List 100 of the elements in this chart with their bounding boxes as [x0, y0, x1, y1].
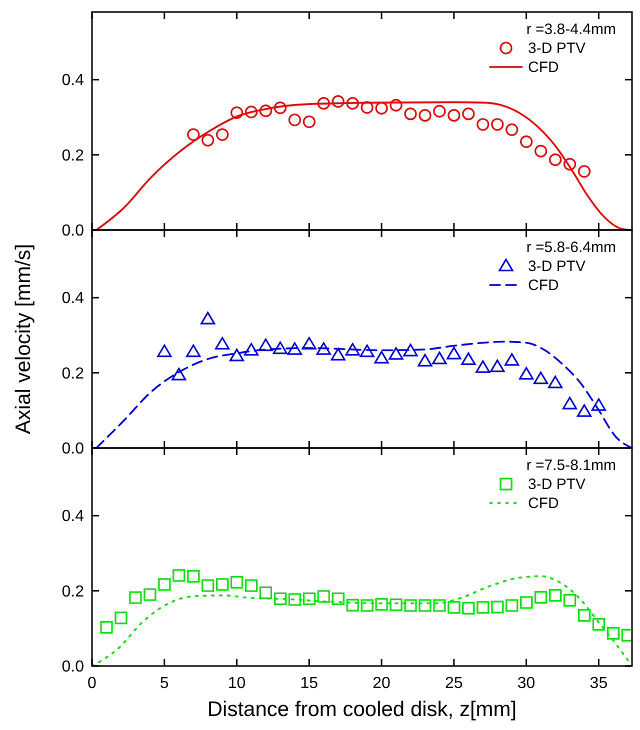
legend-title: r =3.8-4.4mm	[526, 21, 616, 38]
point	[346, 598, 359, 612]
point	[592, 618, 605, 631]
y-tick-label: 0.4	[62, 290, 84, 308]
point	[360, 101, 374, 114]
x-axis-title: Distance from cooled disk, z[mm]	[207, 698, 517, 721]
point	[214, 336, 230, 350]
point	[144, 588, 156, 601]
point	[476, 601, 490, 614]
point	[433, 599, 446, 612]
point	[432, 352, 447, 364]
point	[332, 95, 344, 108]
point	[100, 620, 113, 634]
point	[448, 601, 460, 614]
point	[200, 312, 216, 324]
x-tick-label: 10	[228, 675, 246, 692]
point	[462, 108, 475, 120]
y-tick-label: 0.2	[62, 583, 84, 600]
point	[316, 342, 331, 355]
point	[578, 165, 591, 178]
y-tick-label: 0.2	[62, 365, 84, 382]
point	[576, 404, 592, 417]
x-tick-label: 30	[517, 675, 536, 692]
point	[287, 342, 302, 355]
point	[491, 600, 504, 614]
point	[317, 590, 330, 603]
point	[375, 598, 388, 611]
point	[504, 353, 520, 366]
point	[433, 104, 446, 118]
point	[506, 599, 518, 612]
point	[533, 372, 548, 384]
point	[418, 599, 432, 612]
point	[548, 589, 562, 602]
y-tick-label: 0.0	[62, 222, 84, 240]
point	[258, 338, 274, 352]
point	[375, 102, 388, 115]
point	[606, 627, 620, 640]
point	[390, 598, 402, 612]
point	[172, 569, 186, 582]
x-tick-label: 5	[160, 675, 169, 692]
point	[418, 109, 432, 122]
point	[244, 342, 259, 356]
x-tick-label: 20	[372, 675, 391, 692]
y-tick-label: 0.0	[62, 440, 84, 458]
point	[404, 599, 417, 612]
point	[346, 97, 359, 110]
point	[288, 593, 301, 606]
x-tick-label: 0	[88, 675, 97, 692]
point	[462, 602, 475, 614]
point	[578, 608, 591, 622]
point	[288, 114, 301, 126]
point	[114, 612, 128, 624]
point	[216, 578, 229, 591]
point	[562, 396, 578, 410]
point	[216, 128, 229, 141]
point	[244, 106, 258, 118]
x-tick-label: 35	[590, 675, 608, 692]
point	[548, 376, 563, 388]
x-tick-label: 25	[445, 675, 463, 692]
point	[202, 579, 214, 592]
legend-title: r =7.5-8.1mm	[526, 457, 616, 474]
point	[476, 118, 490, 131]
point	[244, 579, 258, 592]
point	[272, 341, 288, 354]
point	[259, 586, 272, 600]
point	[187, 570, 200, 582]
y-tick-label: 0.0	[62, 658, 84, 676]
legend-label: 3-D PTV	[528, 40, 586, 57]
point	[548, 153, 562, 166]
point	[563, 158, 576, 171]
point	[230, 106, 244, 120]
point	[388, 347, 404, 360]
point	[506, 123, 518, 136]
point	[259, 104, 272, 118]
point	[520, 596, 533, 609]
point	[461, 352, 476, 365]
point	[187, 128, 200, 141]
point	[332, 592, 344, 606]
point	[229, 348, 244, 362]
point	[330, 348, 346, 360]
point	[520, 135, 533, 148]
legend-label: CFD	[528, 59, 559, 76]
x-tick-label: 15	[300, 675, 318, 692]
point	[390, 98, 402, 112]
point	[129, 591, 142, 604]
point	[360, 344, 374, 358]
point	[302, 115, 316, 128]
point	[158, 578, 171, 591]
point	[446, 346, 462, 360]
point	[448, 109, 460, 122]
legend-label: 3-D PTV	[528, 476, 586, 493]
legend-title: r =5.8-6.4mm	[526, 239, 616, 256]
line-series	[92, 575, 632, 666]
point	[360, 599, 374, 612]
point	[186, 344, 201, 358]
point	[202, 134, 214, 146]
point	[563, 594, 576, 607]
point	[490, 360, 505, 372]
point	[230, 576, 244, 588]
point	[534, 590, 548, 604]
